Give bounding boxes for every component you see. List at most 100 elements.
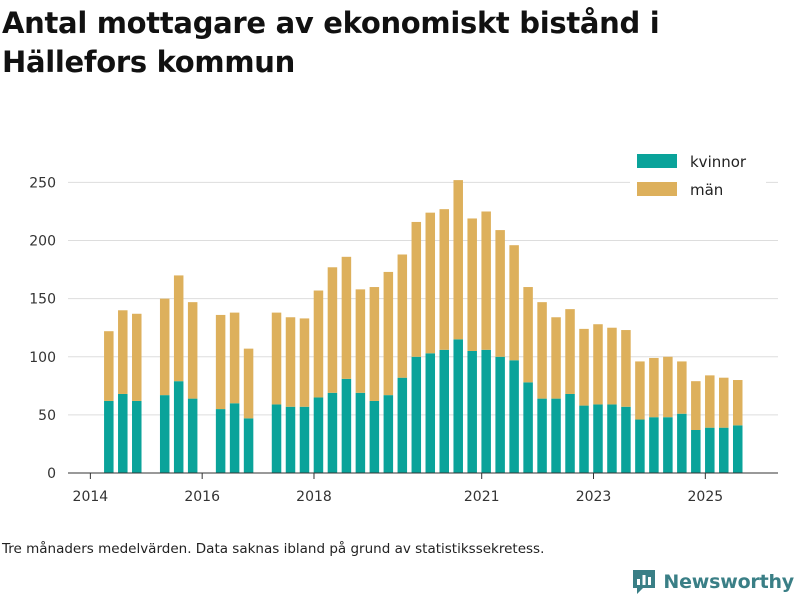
bar-kvinnor (285, 406, 296, 473)
bar-man (187, 302, 198, 399)
bar-man (481, 211, 491, 350)
x-tick-label: 2014 (73, 489, 109, 505)
bar-man (369, 287, 380, 401)
bar-kvinnor (425, 353, 436, 473)
brand-name: Newsworthy (663, 571, 794, 593)
bar-kvinnor (537, 398, 547, 473)
bar-man (495, 230, 505, 357)
bar-kvinnor (327, 392, 338, 473)
y-tick-label: 50 (38, 408, 56, 424)
bar-man (593, 324, 603, 405)
bar-kvinnor (579, 405, 589, 473)
bar-kvinnor (355, 392, 366, 473)
bar-man (537, 302, 547, 399)
bar-kvinnor (243, 418, 254, 473)
bar-kvinnor (649, 417, 659, 473)
bar-man (663, 356, 673, 418)
bar-man (691, 381, 701, 430)
bar-man (509, 245, 519, 361)
bar-kvinnor (481, 349, 491, 473)
bar-kvinnor (299, 406, 310, 473)
bar-kvinnor (159, 395, 170, 473)
bar-man (104, 331, 114, 401)
bar-man (229, 312, 240, 404)
bar-kvinnor (369, 400, 380, 473)
bar-man (523, 287, 533, 383)
bar-man (215, 314, 226, 410)
y-tick-label: 0 (47, 466, 56, 482)
bar-man (327, 267, 338, 393)
y-tick-label: 250 (29, 175, 56, 191)
x-tick-label: 2025 (688, 489, 724, 505)
x-tick-label: 2021 (464, 489, 500, 505)
bar-man (719, 377, 729, 428)
bar-man (607, 327, 617, 405)
bar-kvinnor (677, 413, 687, 473)
bar-kvinnor (313, 397, 324, 473)
bar-man (355, 289, 366, 393)
x-tick-label: 2016 (184, 489, 220, 505)
bar-kvinnor (453, 339, 463, 473)
bar-kvinnor (383, 395, 394, 473)
bar-man (579, 328, 589, 406)
bar-man (705, 375, 715, 428)
bar-man (173, 275, 184, 382)
bar-kvinnor (621, 406, 631, 473)
bar-man (271, 312, 282, 405)
bar-man (732, 380, 743, 426)
bar-man (621, 330, 631, 407)
legend: kvinnor män (630, 147, 766, 203)
bar-man (565, 309, 575, 394)
bar-kvinnor (132, 400, 142, 473)
bar-man (341, 256, 352, 379)
newsworthy-logo-icon (633, 570, 656, 594)
legend-swatch-kvinnor (637, 154, 677, 168)
bar-man (299, 318, 310, 407)
bar-kvinnor (635, 419, 645, 473)
bar-man (467, 218, 477, 351)
bar-kvinnor (732, 425, 743, 473)
y-tick-label: 200 (29, 234, 56, 250)
bar-man (118, 310, 128, 394)
x-tick-label: 2018 (296, 489, 332, 505)
bar-kvinnor (411, 356, 422, 473)
bar-man (677, 361, 687, 414)
brand-logo[interactable]: Newsworthy (631, 568, 794, 596)
bar-kvinnor (565, 393, 575, 473)
bar-man (453, 180, 463, 340)
bar-kvinnor (691, 429, 701, 473)
bar-kvinnor (593, 404, 603, 473)
bars (104, 180, 743, 473)
bar-kvinnor (397, 377, 408, 473)
bar-man (439, 209, 449, 350)
bar-kvinnor (467, 350, 477, 473)
bar-kvinnor (439, 349, 449, 473)
bar-man (313, 290, 324, 398)
y-tick-label: 150 (29, 292, 56, 308)
bar-kvinnor (719, 427, 729, 473)
bar-man (383, 271, 394, 396)
bar-man (635, 361, 645, 420)
bar-kvinnor (215, 409, 226, 473)
y-tick-label: 100 (29, 350, 56, 366)
bar-man (425, 212, 436, 354)
bar-kvinnor (495, 356, 505, 473)
bar-man (551, 317, 561, 399)
bar-kvinnor (509, 360, 519, 473)
bar-kvinnor (187, 398, 198, 473)
bar-kvinnor (607, 404, 617, 473)
footnote: Tre månaders medelvärden. Data saknas ib… (2, 541, 545, 557)
bar-man (243, 348, 254, 419)
bar-kvinnor (663, 417, 673, 473)
bar-kvinnor (341, 378, 352, 473)
bar-kvinnor (271, 404, 282, 473)
x-tick-label: 2023 (576, 489, 612, 505)
bar-man (132, 313, 142, 401)
legend-label-man: män (690, 181, 723, 199)
legend-label-kvinnor: kvinnor (690, 153, 747, 171)
bar-kvinnor (523, 382, 533, 473)
bar-man (397, 254, 408, 378)
bar-man (649, 357, 659, 418)
bar-kvinnor (173, 381, 184, 473)
